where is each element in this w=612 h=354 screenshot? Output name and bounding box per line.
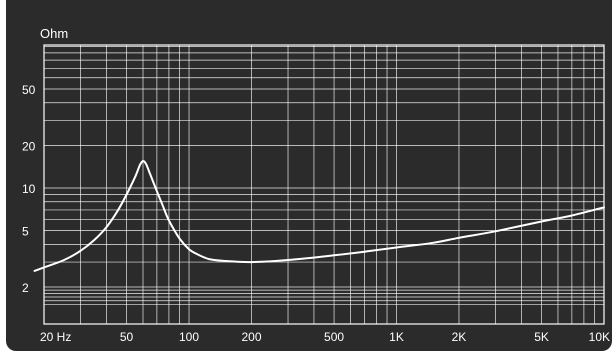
impedance-curve (33, 159, 605, 272)
y-tick-label: 20 (22, 139, 36, 153)
x-tick-label: 5K (534, 330, 549, 344)
y-tick-label: 50 (22, 83, 36, 97)
x-tick-label: 1K (389, 330, 404, 344)
y-tick-label: 5 (22, 225, 29, 239)
y-tick-label: 2 (22, 281, 29, 295)
x-tick-label: 200 (241, 330, 261, 344)
x-tick-label: 2K (452, 330, 467, 344)
y-unit-label: Ohm (40, 26, 68, 41)
plot-frame (43, 44, 605, 325)
x-tick-label: 10K (589, 330, 610, 344)
grid (43, 44, 605, 325)
x-tick-label: 50 (120, 330, 134, 344)
y-tick-labels: 2 5 10 20 50 (22, 83, 36, 295)
x-tick-label: 100 (179, 330, 199, 344)
x-tick-labels: 20 Hz 50 100 200 500 1K 2K 5K 10K (40, 330, 610, 344)
x-tick-label: 20 Hz (40, 330, 71, 344)
chart-background (6, 0, 612, 351)
series-group (33, 159, 605, 272)
y-tick-label: 10 (22, 182, 36, 196)
x-tick-label: 500 (324, 330, 344, 344)
